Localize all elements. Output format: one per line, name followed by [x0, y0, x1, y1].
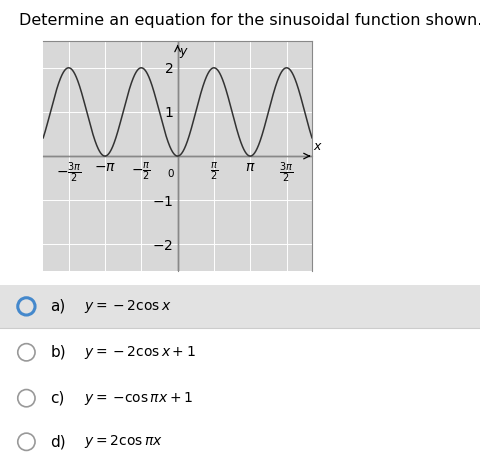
Text: b): b) [50, 345, 66, 360]
Text: $y$: $y$ [179, 46, 189, 60]
Text: $y = 2\cos \pi x$: $y = 2\cos \pi x$ [84, 433, 163, 450]
Text: $0$: $0$ [167, 167, 175, 179]
Text: $x$: $x$ [313, 140, 323, 152]
Text: Determine an equation for the sinusoidal function shown.: Determine an equation for the sinusoidal… [19, 13, 480, 28]
Text: $y = -2\cos x + 1$: $y = -2\cos x + 1$ [84, 344, 196, 361]
Text: $y = -\!\cos \pi x + 1$: $y = -\!\cos \pi x + 1$ [84, 390, 193, 407]
Text: d): d) [50, 434, 66, 449]
Text: c): c) [50, 391, 65, 406]
Text: $y = -2\cos x$: $y = -2\cos x$ [84, 298, 171, 315]
Text: a): a) [50, 299, 66, 314]
